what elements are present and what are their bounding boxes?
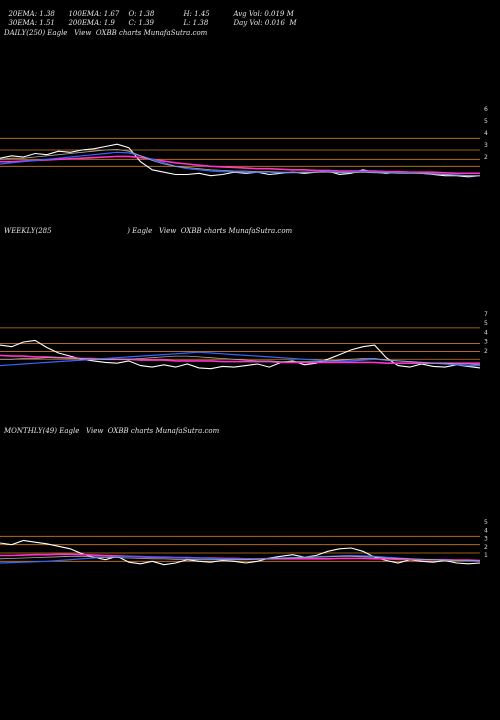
- y-tick-label: 2: [484, 154, 488, 161]
- close-label: C: 1.39: [128, 19, 154, 27]
- ema_gray-line: [0, 355, 481, 366]
- ema30-label: 30EMA: 1.51: [8, 19, 55, 27]
- y-tick-label: 3: [484, 339, 488, 346]
- y-tick-label: 5: [484, 320, 488, 327]
- daily-chart: 6 5 4 3 2: [0, 106, 488, 178]
- weekly-chart: 7 5 4 3 2: [0, 311, 488, 370]
- open-label: O: 1.38: [128, 10, 155, 18]
- header-row-2: 30EMA: 1.51 200EMA: 1.9 C: 1.39 L: 1.38 Day …: [4, 11, 297, 27]
- low-label: L: 1.38: [183, 19, 209, 27]
- y-tick-label: 2: [484, 348, 488, 355]
- y-tick-label: 2: [484, 544, 488, 551]
- avg-vol-label: Avg Vol: 0.019 M: [233, 10, 294, 18]
- monthly-chart: 54 321: [0, 519, 488, 566]
- ema200-label: 200EMA: 1.9: [68, 19, 115, 27]
- ema100-label: 100EMA: 1.67: [68, 10, 120, 18]
- y-tick-label: 4: [484, 329, 488, 336]
- y-tick-label: 3: [484, 536, 488, 543]
- y-tick-label: 3: [484, 142, 488, 149]
- high-label: H: 1.45: [183, 10, 210, 18]
- ema_gray-line: [0, 555, 481, 562]
- price-line: [0, 539, 481, 566]
- y-tick-label: 1: [484, 552, 488, 559]
- y-tick-label: 4: [484, 130, 488, 137]
- ema20-label: 20EMA: 1.38: [8, 10, 55, 18]
- ema_gray-line: [0, 148, 480, 177]
- ema_pink-line: [0, 155, 480, 175]
- y-tick-label: 5: [484, 118, 488, 125]
- day-vol-label: Day Vol: 0.016 M: [233, 19, 297, 27]
- ema_blue-line: [0, 151, 480, 177]
- y-tick-label: 6: [484, 106, 488, 113]
- y-tick-label: 4: [484, 527, 488, 534]
- header-row-1: 20EMA: 1.38 100EMA: 1.67 O: 1.38 H: 1.45 Avg…: [4, 2, 294, 18]
- weekly-chart-title: WEEKLY(285 ) Eagle View OXBB charts Muna…: [4, 227, 293, 235]
- monthly-chart-title: MONTHLY(49) Eagle View OXBB charts Munaf…: [4, 427, 220, 435]
- daily-chart-title: DAILY(250) Eagle View OXBB charts Munafa…: [4, 29, 208, 37]
- y-tick-label: 7: [484, 311, 488, 318]
- y-tick-label: 5: [484, 519, 488, 526]
